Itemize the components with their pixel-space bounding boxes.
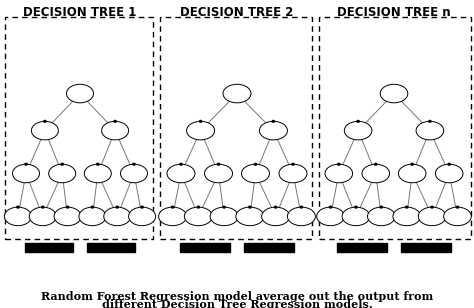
Ellipse shape	[411, 163, 413, 165]
Ellipse shape	[204, 164, 233, 183]
Text: DECISION TREE 2: DECISION TREE 2	[180, 6, 294, 19]
Ellipse shape	[141, 206, 143, 208]
Ellipse shape	[380, 84, 408, 103]
Ellipse shape	[249, 206, 251, 208]
Ellipse shape	[259, 121, 287, 140]
Ellipse shape	[120, 164, 147, 183]
Ellipse shape	[279, 164, 307, 183]
Ellipse shape	[317, 207, 344, 226]
Ellipse shape	[367, 207, 395, 226]
Ellipse shape	[66, 84, 93, 103]
Ellipse shape	[344, 121, 372, 140]
Ellipse shape	[355, 206, 357, 208]
Bar	[244, 243, 294, 252]
Text: Random Forest Regression model average out the output from: Random Forest Regression model average o…	[41, 290, 433, 302]
Ellipse shape	[114, 120, 116, 122]
Ellipse shape	[84, 164, 111, 183]
Ellipse shape	[104, 207, 131, 226]
Ellipse shape	[180, 163, 182, 165]
Ellipse shape	[159, 207, 187, 226]
Ellipse shape	[292, 163, 294, 165]
Ellipse shape	[444, 207, 471, 226]
Ellipse shape	[12, 164, 39, 183]
Ellipse shape	[210, 207, 238, 226]
Ellipse shape	[172, 206, 174, 208]
Ellipse shape	[262, 207, 290, 226]
Bar	[401, 243, 451, 252]
Text: different Decision Tree Regression models.: different Decision Tree Regression model…	[101, 299, 373, 308]
Ellipse shape	[133, 163, 135, 165]
Ellipse shape	[29, 207, 56, 226]
Ellipse shape	[101, 121, 128, 140]
Ellipse shape	[357, 120, 359, 122]
Ellipse shape	[4, 207, 31, 226]
Ellipse shape	[49, 164, 76, 183]
Ellipse shape	[25, 163, 27, 165]
Bar	[87, 243, 136, 252]
Ellipse shape	[456, 206, 459, 208]
Ellipse shape	[416, 121, 444, 140]
Ellipse shape	[287, 207, 315, 226]
Ellipse shape	[380, 206, 383, 208]
Ellipse shape	[223, 206, 225, 208]
Bar	[180, 243, 230, 252]
Ellipse shape	[218, 163, 219, 165]
Ellipse shape	[200, 120, 202, 122]
Ellipse shape	[184, 207, 212, 226]
Ellipse shape	[66, 206, 69, 208]
Ellipse shape	[362, 164, 390, 183]
Ellipse shape	[197, 206, 200, 208]
Ellipse shape	[274, 206, 277, 208]
Ellipse shape	[406, 206, 408, 208]
Ellipse shape	[116, 206, 118, 208]
Ellipse shape	[17, 206, 19, 208]
Ellipse shape	[79, 207, 106, 226]
Ellipse shape	[97, 163, 99, 165]
Ellipse shape	[272, 120, 274, 122]
Ellipse shape	[448, 163, 450, 165]
Ellipse shape	[128, 207, 155, 226]
Ellipse shape	[374, 163, 377, 165]
Bar	[337, 243, 387, 252]
Ellipse shape	[61, 163, 64, 165]
Ellipse shape	[325, 164, 353, 183]
Ellipse shape	[91, 206, 93, 208]
Ellipse shape	[255, 163, 256, 165]
Ellipse shape	[399, 164, 426, 183]
Ellipse shape	[236, 207, 264, 226]
Ellipse shape	[436, 164, 463, 183]
Ellipse shape	[429, 120, 431, 122]
Ellipse shape	[54, 207, 81, 226]
Bar	[25, 243, 73, 252]
Ellipse shape	[300, 206, 302, 208]
Ellipse shape	[42, 206, 44, 208]
Ellipse shape	[31, 121, 58, 140]
Ellipse shape	[431, 206, 433, 208]
Ellipse shape	[342, 207, 370, 226]
Ellipse shape	[393, 207, 420, 226]
Ellipse shape	[337, 163, 340, 165]
Ellipse shape	[418, 207, 446, 226]
Ellipse shape	[167, 164, 195, 183]
Ellipse shape	[241, 164, 270, 183]
Ellipse shape	[44, 120, 46, 122]
Ellipse shape	[187, 121, 215, 140]
Text: DECISION TREE 1: DECISION TREE 1	[23, 6, 137, 19]
Text: DECISION TREE n: DECISION TREE n	[337, 6, 451, 19]
Ellipse shape	[223, 84, 251, 103]
Ellipse shape	[329, 206, 332, 208]
